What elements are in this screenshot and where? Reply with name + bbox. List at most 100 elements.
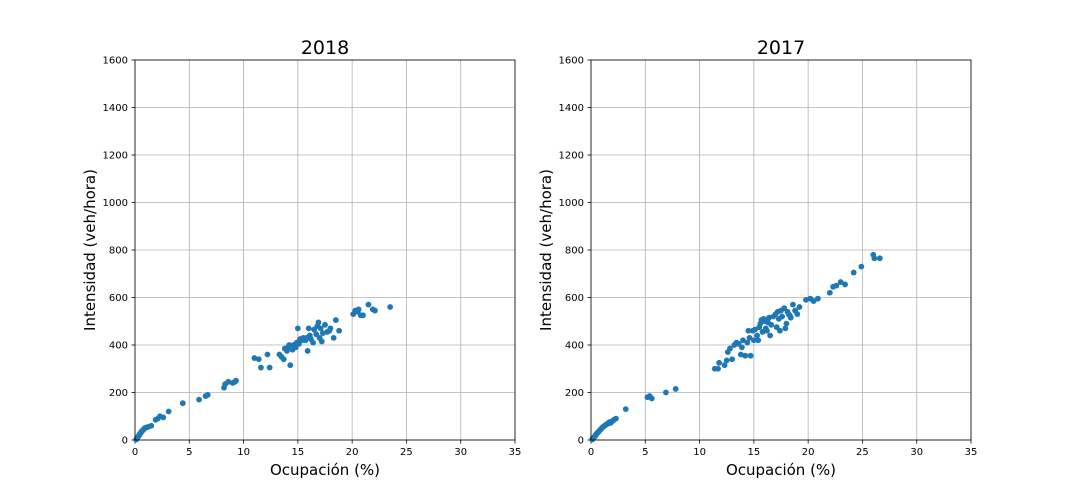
data-point [266, 364, 273, 371]
data-point [794, 311, 801, 318]
y-tick-label: 0 [578, 436, 584, 447]
data-point [233, 377, 239, 384]
data-point [332, 317, 339, 323]
chart-title: 2018 [301, 37, 349, 59]
subplot-2017: 0 5 10 15 20 25 30 35 0 200 400 600 800 1000 1200 1400 1… [537, 37, 977, 479]
data-point [715, 365, 721, 372]
data-point [613, 415, 619, 422]
data-point [746, 334, 753, 341]
y-axis-label: Intensidad (veh/hora) [81, 169, 99, 331]
data-point [779, 313, 785, 320]
x-tick-label: 30 [910, 447, 923, 458]
data-point [850, 269, 857, 276]
data-point [365, 301, 372, 308]
data-point [280, 356, 287, 363]
data-point [871, 255, 878, 262]
data-point [336, 327, 343, 334]
data-point [716, 359, 723, 366]
data-point [858, 263, 865, 270]
x-tick-label: 20 [802, 447, 815, 458]
data-point [330, 334, 337, 341]
x-tick-label: 25 [856, 447, 869, 458]
data-point [739, 344, 745, 351]
data-point [310, 339, 316, 346]
plot-frame [134, 59, 516, 441]
y-tick-label: 1000 [559, 198, 584, 209]
data-point [796, 304, 803, 310]
data-point [740, 337, 746, 344]
data-point [179, 400, 186, 407]
data-point [294, 325, 301, 332]
data-point [767, 332, 774, 339]
data-point [148, 422, 155, 429]
data-point [727, 345, 733, 352]
y-tick-label: 1600 [103, 56, 128, 67]
y-tick-label: 200 [109, 388, 128, 399]
x-tick-label: 20 [346, 447, 359, 458]
data-point [737, 351, 744, 358]
y-tick-label: 1200 [559, 151, 584, 162]
data-point [305, 325, 312, 332]
data-point [317, 325, 324, 332]
data-point [721, 362, 728, 369]
data-point [826, 289, 833, 296]
data-point [833, 282, 840, 289]
y-tick-label: 1600 [559, 56, 584, 67]
data-point [355, 306, 362, 313]
data-point [729, 356, 736, 363]
y-tick-label: 0 [122, 436, 128, 447]
y-tick-label: 400 [109, 341, 128, 352]
data-point [196, 396, 202, 403]
data-point [372, 307, 378, 314]
data-point [876, 255, 883, 262]
data-point [225, 378, 232, 385]
y-tick-label: 200 [565, 388, 584, 399]
data-point [837, 279, 844, 285]
data-point [755, 337, 762, 344]
data-point [255, 356, 262, 363]
y-tick-label: 600 [565, 293, 584, 304]
x-tick-label: 0 [588, 447, 594, 458]
y-tick-label: 400 [565, 341, 584, 352]
x-tick-label: 5 [186, 447, 192, 458]
data-point [742, 352, 749, 359]
data-point [672, 386, 679, 392]
data-point [287, 362, 294, 369]
data-point [165, 408, 172, 415]
data-point [327, 325, 334, 332]
data-point [766, 314, 772, 321]
y-tick-label: 800 [109, 246, 128, 257]
data-point [723, 357, 730, 364]
subplot-2018: 0 5 10 15 20 25 30 35 0 200 400 600 800 1000 1200 1400 1… [81, 37, 521, 479]
y-tick-label: 1200 [103, 151, 128, 162]
data-point [648, 395, 655, 402]
x-tick-label: 0 [132, 447, 138, 458]
data-point [304, 348, 311, 354]
data-point [322, 321, 328, 328]
data-point [754, 332, 761, 339]
data-point [810, 298, 817, 304]
data-point [251, 355, 258, 361]
data-point [783, 320, 790, 327]
data-point [842, 281, 848, 288]
data-point [160, 414, 167, 421]
data-point [286, 342, 293, 348]
data-point [790, 301, 796, 308]
data-point [787, 314, 794, 321]
data-point [360, 312, 366, 319]
data-point [747, 352, 754, 359]
x-axis-label: Ocupación (%) [726, 461, 836, 479]
data-point [319, 330, 326, 337]
y-tick-label: 1400 [103, 103, 128, 114]
data-point [815, 295, 821, 302]
data-point [744, 339, 751, 346]
x-tick-label: 15 [747, 447, 760, 458]
x-tick-label: 35 [509, 447, 522, 458]
x-axis-label: Ocupación (%) [270, 461, 380, 479]
y-tick-label: 600 [109, 293, 128, 304]
data-point [803, 296, 809, 303]
y-axis-label: Intensidad (veh/hora) [537, 169, 555, 331]
y-tick-label: 1400 [559, 103, 584, 114]
data-point [768, 321, 775, 328]
